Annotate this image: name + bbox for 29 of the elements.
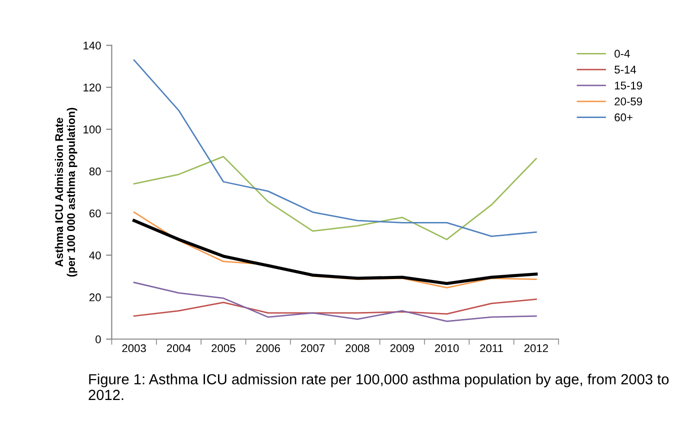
x-tick-label: 2012 — [524, 344, 548, 352]
y-tick-label: 0 — [96, 335, 101, 344]
x-tick-label: 2006 — [256, 344, 280, 352]
line-series — [133, 282, 537, 322]
legend-label: 15-19 — [614, 82, 642, 90]
legend-label: 20-59 — [614, 98, 642, 106]
x-tick-label: 2007 — [300, 344, 325, 352]
legend-label: 5-14 — [614, 66, 636, 74]
x-tick-label: 2010 — [435, 344, 459, 352]
y-tick-label: 20 — [89, 293, 101, 302]
y-tick-label: 40 — [89, 251, 101, 260]
x-tick-label: 2009 — [390, 344, 414, 352]
y-axis-title: Asthma ICU Admission Rate (per 100 000 asthma population) — [54, 108, 78, 277]
x-tick-label: 2008 — [346, 344, 370, 352]
y-tick-label: 80 — [89, 168, 101, 176]
y-tick-label: 60 — [89, 209, 101, 218]
line-series — [133, 156, 537, 240]
line-series — [133, 59, 537, 237]
x-tick-label: 2011 — [480, 344, 503, 352]
legend-label: 0-4 — [614, 50, 630, 58]
x-tick-label: 2005 — [212, 344, 236, 352]
legend-label: 60+ — [614, 113, 632, 122]
y-tick-label: 120 — [84, 84, 101, 92]
x-tick-label: 2003 — [122, 344, 146, 352]
x-tick-label: 2004 — [166, 344, 191, 352]
y-tick-label: 140 — [84, 42, 101, 50]
line-series — [133, 298, 537, 317]
y-tick-label: 100 — [84, 126, 101, 134]
caption: Figure 1: Asthma ICU admission rate per 100,000 asthma population by age, from 2003 to 2012. — [88, 374, 669, 400]
